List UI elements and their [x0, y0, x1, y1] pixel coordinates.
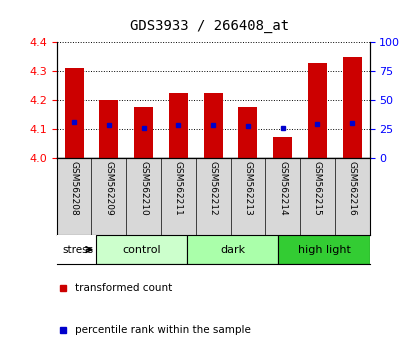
Text: transformed count: transformed count: [76, 283, 173, 293]
Text: GSM562211: GSM562211: [174, 161, 183, 216]
Text: high light: high light: [298, 245, 350, 255]
Bar: [99, 100, 118, 158]
Bar: [96, 235, 187, 264]
Text: GDS3933 / 266408_at: GDS3933 / 266408_at: [131, 19, 289, 34]
Bar: [65, 68, 84, 158]
Bar: [169, 93, 188, 158]
Text: percentile rank within the sample: percentile rank within the sample: [76, 325, 251, 335]
Text: GSM562212: GSM562212: [209, 161, 218, 216]
Bar: [239, 107, 257, 158]
Text: GSM562214: GSM562214: [278, 161, 287, 216]
Text: dark: dark: [220, 245, 245, 255]
Bar: [308, 63, 327, 158]
Bar: [273, 137, 292, 158]
Text: control: control: [123, 245, 161, 255]
Text: GSM562209: GSM562209: [104, 161, 113, 216]
Bar: [187, 235, 278, 264]
Bar: [343, 57, 362, 158]
Bar: [204, 93, 223, 158]
Text: stress: stress: [63, 245, 94, 255]
Text: GSM562216: GSM562216: [348, 161, 357, 216]
Bar: [134, 107, 153, 158]
Text: GSM562215: GSM562215: [313, 161, 322, 216]
Text: GSM562213: GSM562213: [244, 161, 252, 216]
Bar: [278, 235, 370, 264]
Text: GSM562210: GSM562210: [139, 161, 148, 216]
Text: GSM562208: GSM562208: [70, 161, 79, 216]
